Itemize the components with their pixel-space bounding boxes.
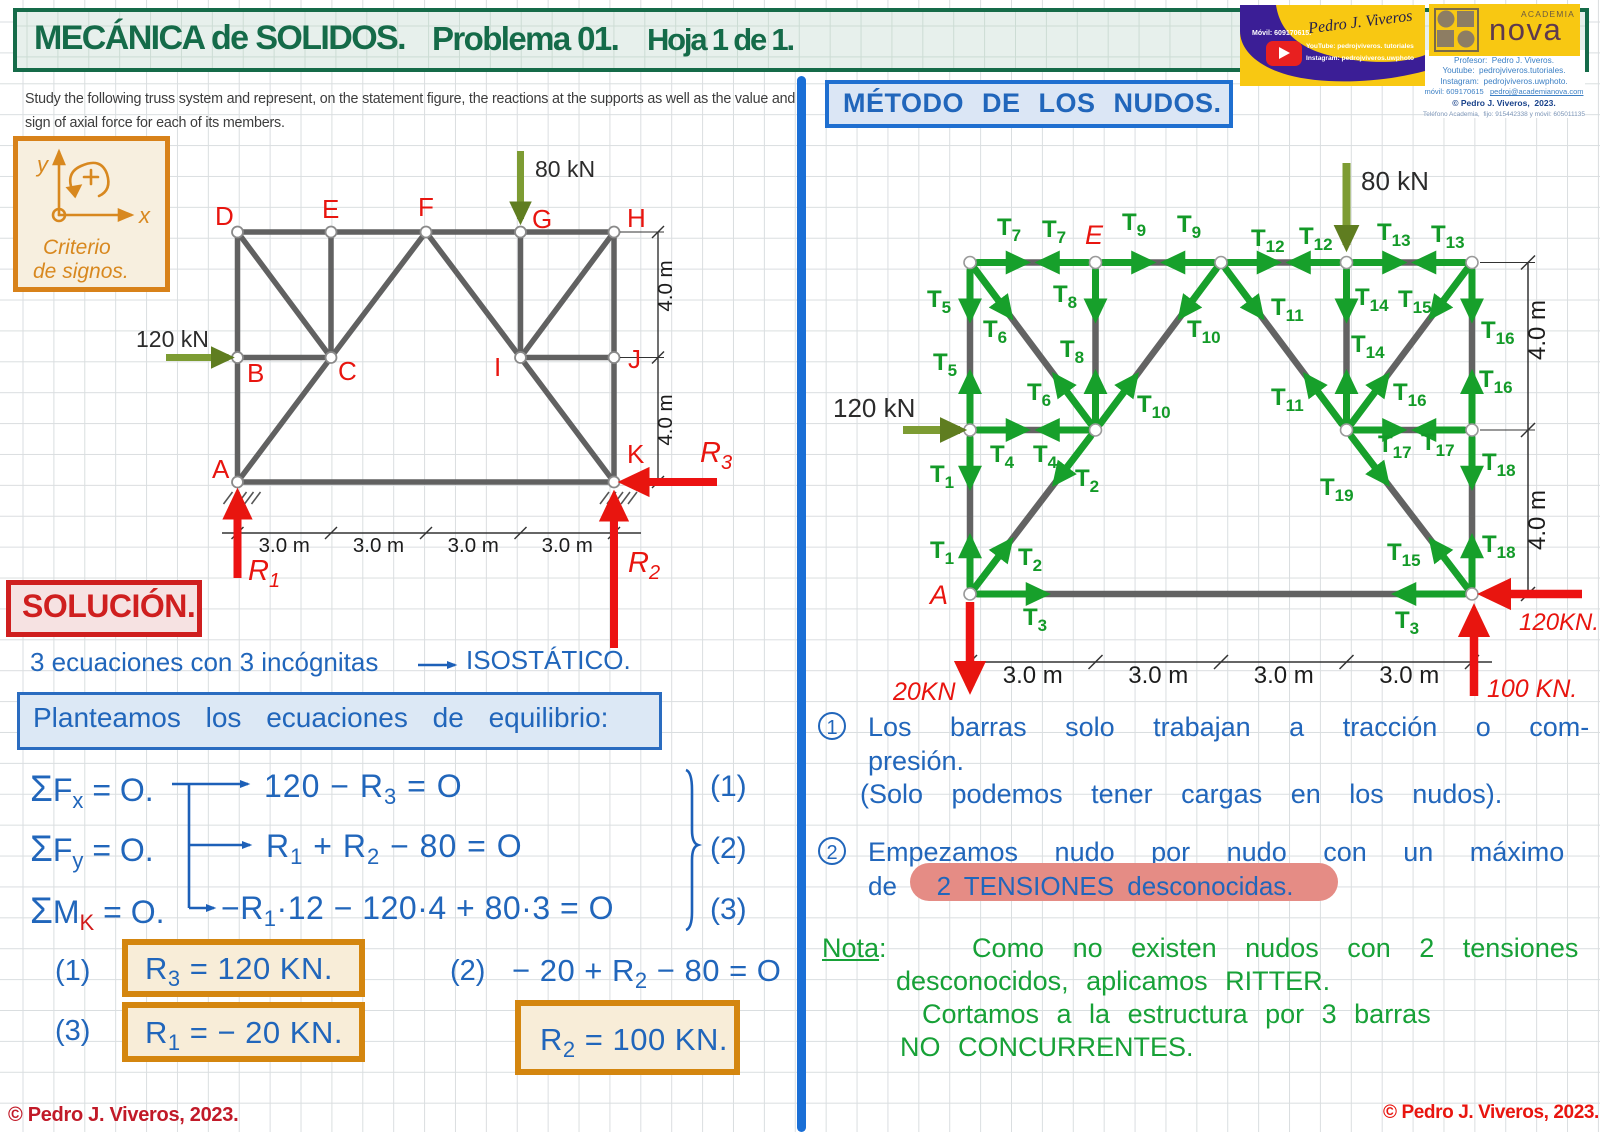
svg-text:4.0 m: 4.0 m: [654, 394, 677, 445]
svg-text:T6: T6: [983, 316, 1007, 347]
svg-text:T2: T2: [1018, 544, 1042, 575]
svg-text:3.0 m: 3.0 m: [259, 534, 310, 557]
svg-text:T10: T10: [1187, 316, 1221, 347]
svg-text:T7: T7: [997, 214, 1021, 245]
svg-text:T15: T15: [1398, 286, 1432, 317]
svg-text:y: y: [35, 152, 50, 177]
svg-text:E: E: [322, 194, 339, 224]
svg-text:E: E: [1085, 220, 1104, 250]
svg-text:T4: T4: [1033, 441, 1058, 472]
svg-text:T18: T18: [1482, 449, 1516, 480]
svg-text:H: H: [627, 203, 646, 233]
svg-text:T13: T13: [1377, 219, 1411, 250]
svg-text:120 kN: 120 kN: [833, 393, 915, 423]
svg-text:I: I: [494, 352, 501, 382]
svg-text:T12: T12: [1299, 223, 1333, 254]
svg-text:T2: T2: [1075, 465, 1099, 496]
svg-text:20KN: 20KN: [892, 678, 956, 706]
svg-text:R2: R2: [628, 547, 660, 584]
svg-text:T12: T12: [1251, 225, 1285, 256]
svg-text:T16: T16: [1481, 317, 1515, 348]
svg-text:T16: T16: [1479, 366, 1513, 397]
svg-text:3.0 m: 3.0 m: [1003, 662, 1063, 689]
svg-text:T9: T9: [1122, 209, 1146, 240]
svg-text:T14: T14: [1355, 284, 1389, 315]
svg-text:T13: T13: [1431, 221, 1465, 252]
svg-text:120 kN: 120 kN: [136, 326, 209, 352]
svg-text:T11: T11: [1271, 384, 1304, 415]
svg-text:x: x: [138, 203, 151, 228]
svg-text:D: D: [215, 201, 234, 231]
svg-text:J: J: [628, 344, 641, 374]
svg-text:G: G: [532, 204, 552, 234]
svg-text:T7: T7: [1042, 216, 1066, 247]
svg-text:T16: T16: [1393, 379, 1427, 410]
svg-text:4.0 m: 4.0 m: [654, 260, 677, 311]
svg-text:4.0 m: 4.0 m: [1524, 300, 1551, 360]
svg-text:T3: T3: [1395, 607, 1419, 638]
svg-text:T18: T18: [1482, 531, 1516, 562]
svg-text:T4: T4: [990, 441, 1015, 472]
svg-text:4.0 m: 4.0 m: [1524, 490, 1551, 550]
svg-text:100 KN.: 100 KN.: [1487, 675, 1577, 703]
svg-text:A: A: [928, 580, 948, 610]
svg-text:T8: T8: [1053, 281, 1077, 312]
svg-text:T5: T5: [933, 349, 957, 380]
svg-text:T14: T14: [1351, 331, 1385, 362]
svg-text:K: K: [627, 439, 645, 469]
svg-text:3.0 m: 3.0 m: [1254, 662, 1314, 689]
svg-text:T5: T5: [927, 286, 951, 317]
svg-text:T15: T15: [1387, 539, 1421, 570]
svg-text:R3: R3: [700, 437, 732, 474]
svg-text:C: C: [338, 356, 357, 386]
svg-text:de signos.: de signos.: [33, 260, 129, 283]
svg-text:3.0 m: 3.0 m: [448, 534, 499, 557]
svg-text:T10: T10: [1137, 391, 1171, 422]
svg-text:3.0 m: 3.0 m: [1128, 662, 1188, 689]
svg-text:3.0 m: 3.0 m: [542, 534, 593, 557]
svg-text:T8: T8: [1060, 336, 1084, 367]
svg-text:T6: T6: [1027, 379, 1051, 410]
svg-text:80 kN: 80 kN: [535, 156, 595, 182]
svg-text:Criterio: Criterio: [43, 236, 111, 259]
svg-text:F: F: [418, 192, 434, 222]
svg-text:3.0 m: 3.0 m: [353, 534, 404, 557]
svg-text:T1: T1: [930, 537, 954, 568]
svg-text:R1: R1: [248, 555, 280, 592]
svg-text:B: B: [247, 358, 264, 388]
svg-text:T3: T3: [1023, 604, 1047, 635]
svg-text:3.0 m: 3.0 m: [1379, 662, 1439, 689]
svg-text:80 kN: 80 kN: [1361, 166, 1429, 196]
svg-text:T19: T19: [1320, 474, 1354, 505]
svg-text:T9: T9: [1177, 211, 1201, 242]
svg-text:T1: T1: [930, 461, 954, 492]
svg-text:A: A: [212, 454, 230, 484]
svg-text:120KN.: 120KN.: [1519, 609, 1599, 636]
svg-text:T17: T17: [1378, 431, 1412, 462]
svg-text:T11: T11: [1271, 294, 1304, 325]
svg-text:T17: T17: [1421, 429, 1455, 460]
